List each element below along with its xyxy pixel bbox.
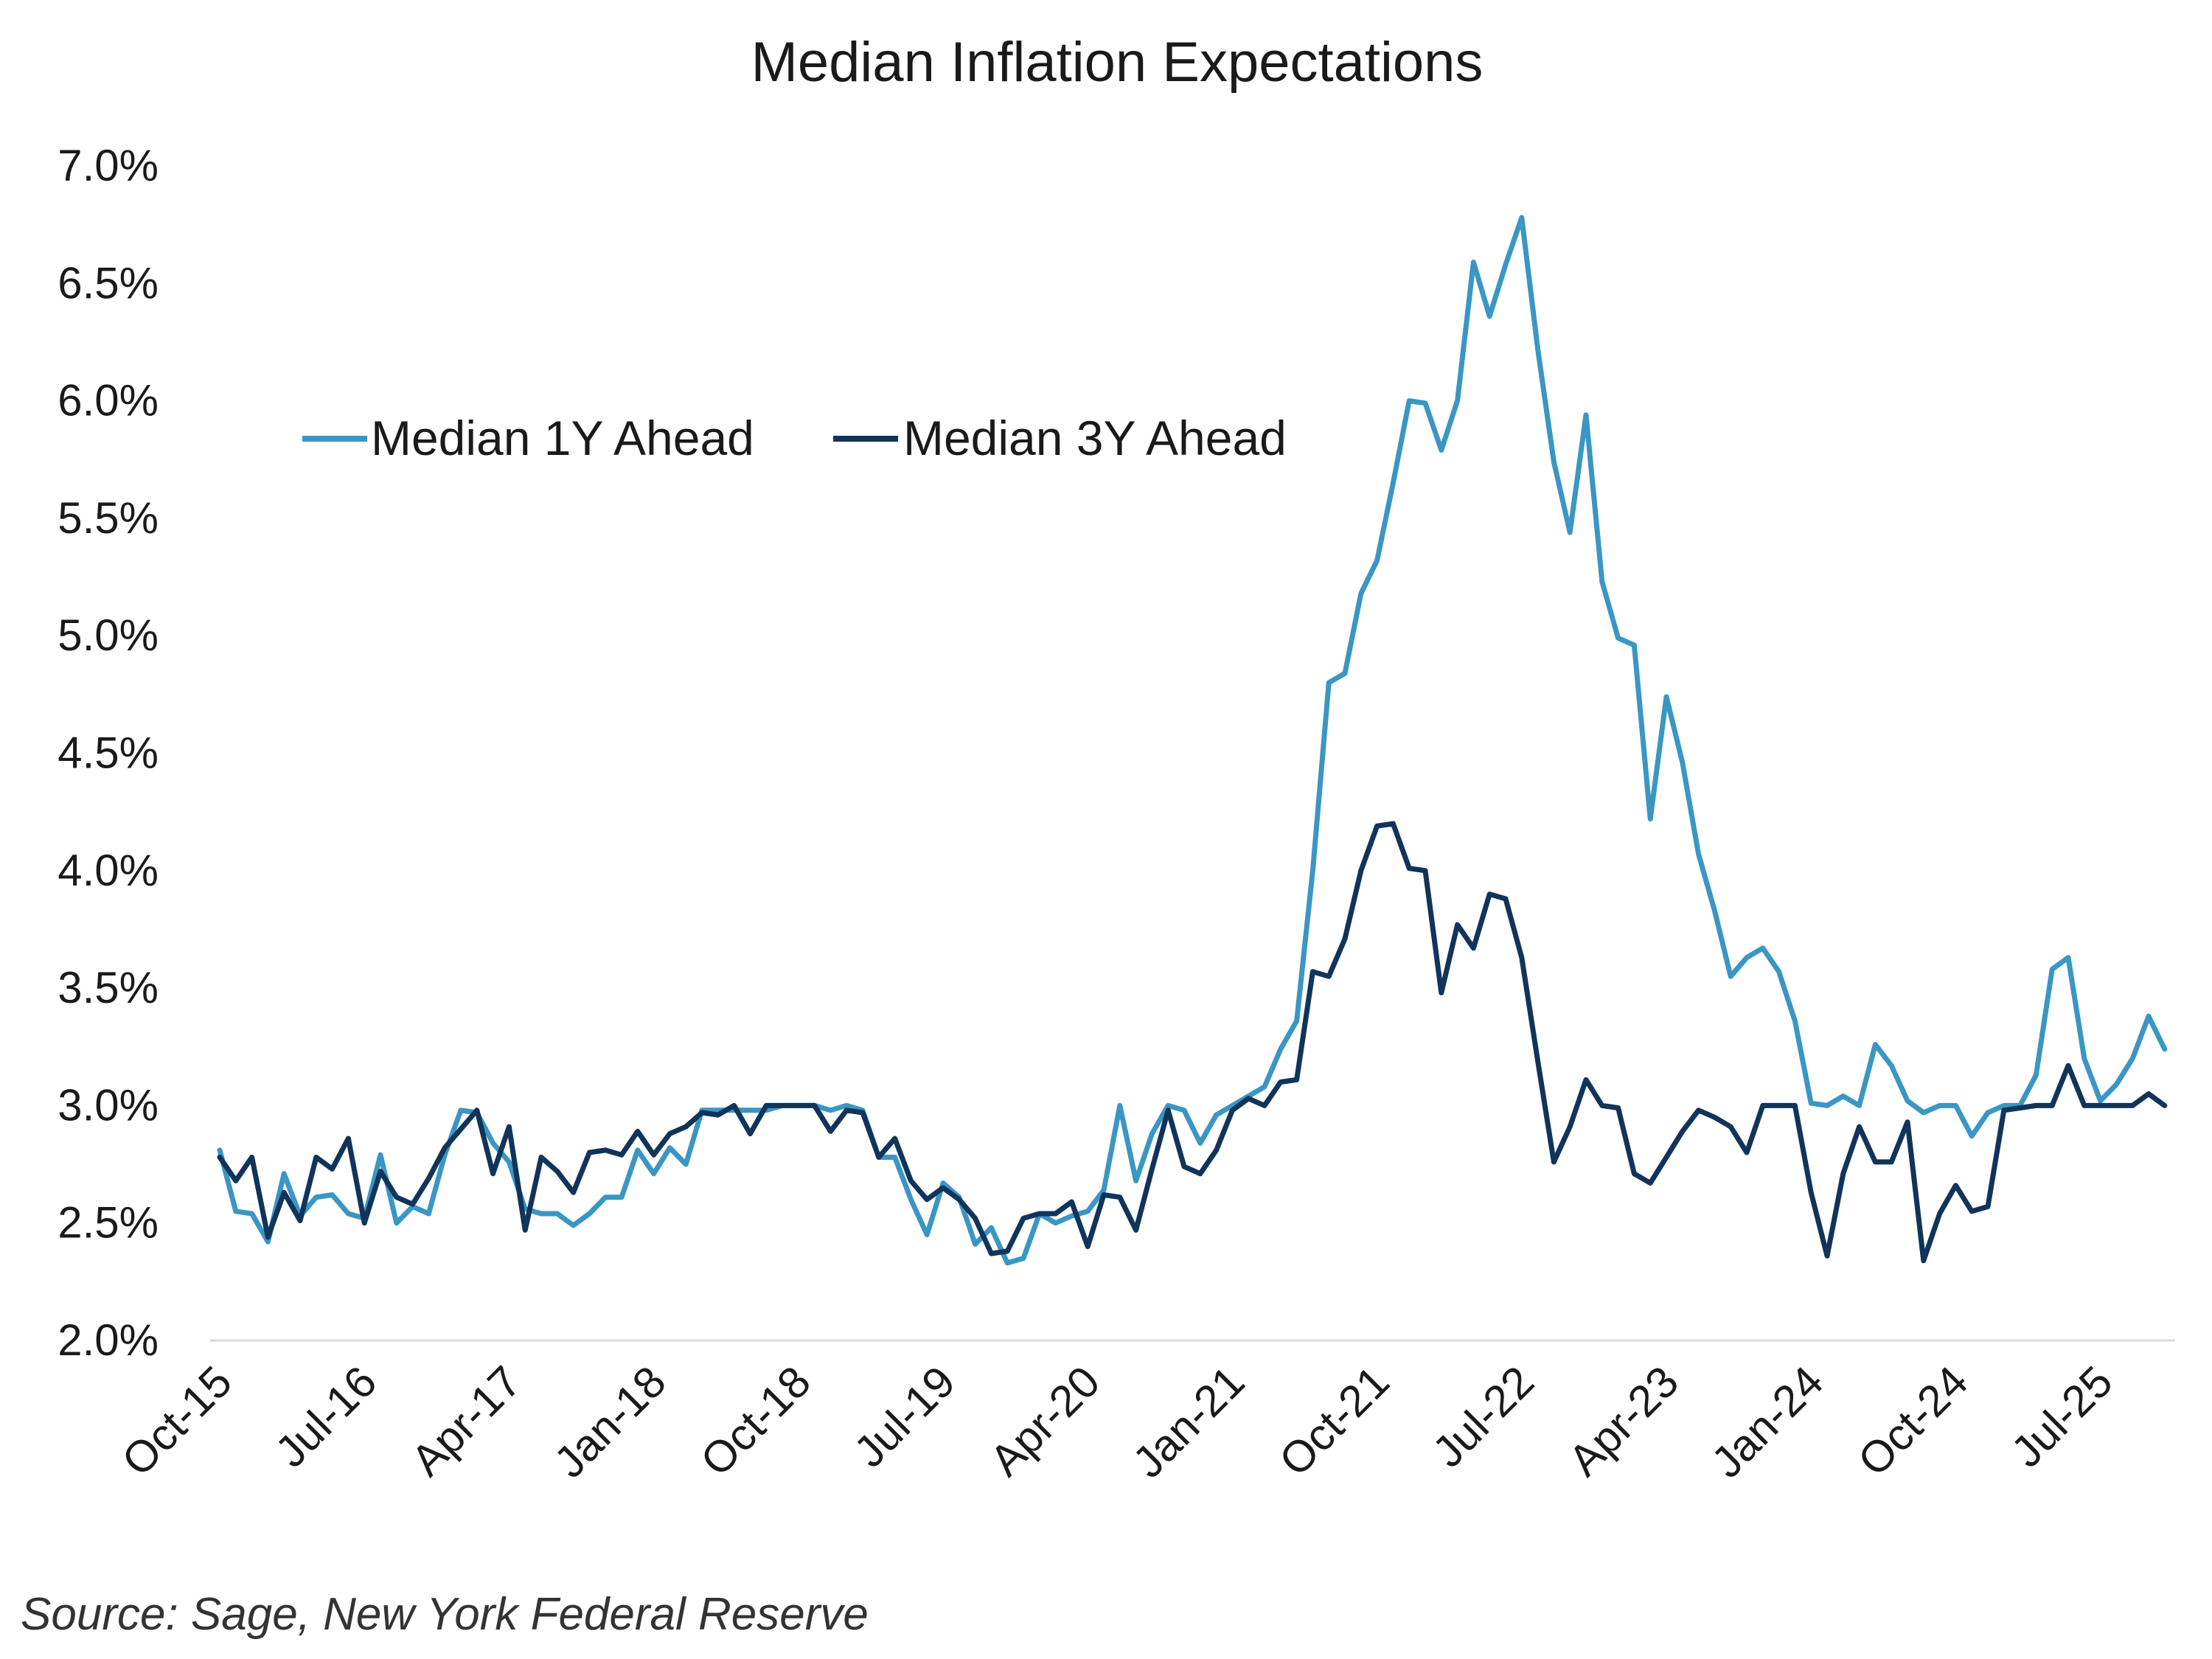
x-tick-label: Jul-22 [1423, 1357, 1543, 1477]
x-axis: Oct-15 Jul-16 Apr-17 Jan-18 Oct-18 Jul-19 Apr-… [112, 1339, 2175, 1487]
x-tick-label: Apr-17 [402, 1357, 531, 1486]
series-line-1y-ahead [217, 215, 2168, 1266]
x-tick-label: Apr-20 [981, 1357, 1110, 1486]
y-tick-label: 6.5% [58, 258, 159, 307]
y-tick-label: 4.0% [58, 846, 159, 895]
y-tick-label: 3.5% [58, 963, 159, 1012]
chart-title: Median Inflation Expectations [751, 31, 1484, 94]
y-tick-label: 7.0% [58, 141, 159, 190]
y-tick-label: 5.5% [58, 493, 159, 543]
x-tick-label: Jul-19 [844, 1357, 964, 1477]
y-tick-label: 5.0% [58, 611, 159, 660]
x-tick-label: Apr-23 [1559, 1357, 1688, 1486]
y-tick-label: 3.0% [58, 1080, 159, 1130]
y-axis: 2.0% 2.5% 3.0% 3.5% 4.0% 4.5% 5.0% 5.5% 6.0% 6.5%… [58, 141, 159, 1365]
source-note: Source: Sage, New York Federal Reserve [21, 1589, 869, 1640]
legend-label-1y: Median 1Y Ahead [371, 411, 754, 465]
x-tick-label: Jan-21 [1123, 1357, 1253, 1487]
x-tick-label: Oct-24 [1848, 1357, 1978, 1486]
x-tick-label: Jan-18 [545, 1357, 675, 1487]
x-tick-label: Oct-18 [691, 1357, 820, 1486]
x-tick-label: Jul-25 [2002, 1357, 2122, 1477]
legend: Median 1Y Ahead Median 3Y Ahead [302, 411, 1287, 465]
y-tick-label: 6.0% [58, 376, 159, 425]
x-tick-label: Jan-24 [1702, 1357, 1832, 1487]
series-lines [217, 215, 2168, 1266]
y-tick-label: 4.5% [58, 728, 159, 778]
legend-label-3y: Median 3Y Ahead [903, 411, 1287, 465]
y-tick-label: 2.5% [58, 1198, 159, 1248]
x-tick-label: Jul-16 [265, 1357, 386, 1477]
series-line-3y-ahead [217, 821, 2168, 1264]
x-tick-label: Oct-21 [1270, 1357, 1399, 1486]
x-tick-label: Oct-15 [112, 1357, 241, 1486]
y-tick-label: 2.0% [58, 1315, 159, 1365]
